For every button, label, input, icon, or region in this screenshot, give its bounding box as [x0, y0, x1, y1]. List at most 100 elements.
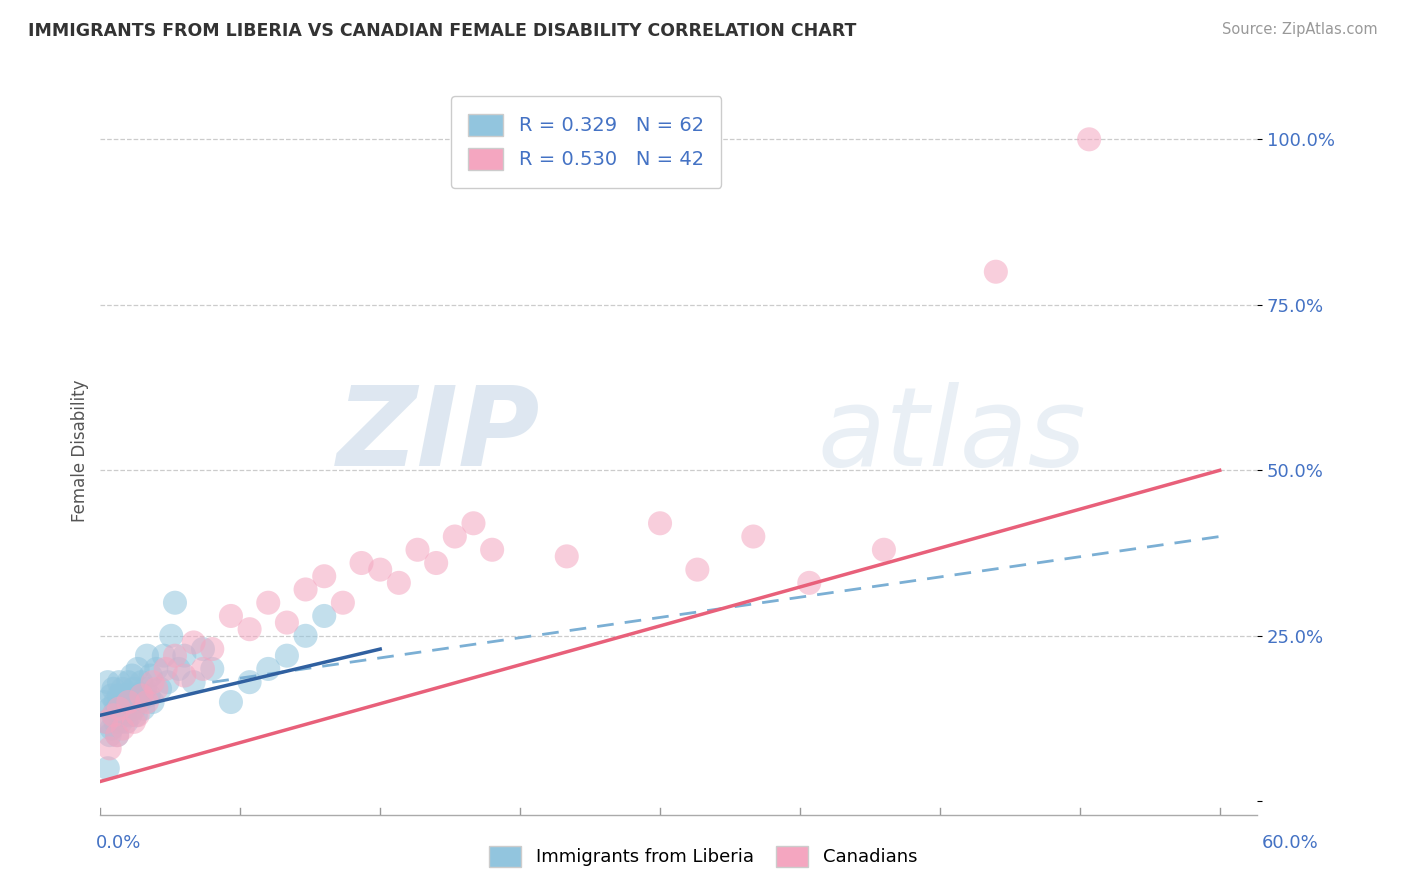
Point — [127, 689, 149, 703]
Point — [110, 714, 132, 729]
Point — [131, 689, 153, 703]
Point — [219, 609, 242, 624]
Point — [127, 662, 149, 676]
Point — [97, 675, 120, 690]
Point — [131, 675, 153, 690]
Point — [120, 689, 142, 703]
Text: ZIP: ZIP — [336, 383, 540, 490]
Point — [117, 675, 139, 690]
Point — [152, 648, 174, 663]
Point — [98, 728, 121, 742]
Point — [122, 681, 145, 696]
Point — [173, 668, 195, 682]
Y-axis label: Female Disability: Female Disability — [72, 379, 89, 522]
Point — [93, 695, 115, 709]
Point — [173, 648, 195, 663]
Point — [163, 648, 186, 663]
Point — [111, 701, 134, 715]
Point — [257, 662, 280, 676]
Point — [276, 648, 298, 663]
Point — [98, 741, 121, 756]
Point — [350, 556, 373, 570]
Point — [314, 609, 336, 624]
Point — [97, 761, 120, 775]
Point — [149, 681, 172, 696]
Point — [103, 681, 125, 696]
Point — [100, 689, 122, 703]
Text: Source: ZipAtlas.com: Source: ZipAtlas.com — [1222, 22, 1378, 37]
Point — [111, 722, 134, 736]
Point — [145, 681, 167, 696]
Point — [136, 648, 159, 663]
Point — [481, 542, 503, 557]
Point — [873, 542, 896, 557]
Point — [142, 675, 165, 690]
Point — [191, 662, 214, 676]
Point — [443, 529, 465, 543]
Point — [108, 689, 131, 703]
Point — [103, 708, 125, 723]
Point — [463, 516, 485, 531]
Point — [276, 615, 298, 630]
Point — [167, 662, 190, 676]
Point — [191, 642, 214, 657]
Point — [425, 556, 447, 570]
Point — [294, 582, 316, 597]
Point — [160, 629, 183, 643]
Point — [155, 662, 177, 676]
Point — [117, 695, 139, 709]
Point — [94, 714, 117, 729]
Point — [104, 714, 127, 729]
Point — [125, 708, 148, 723]
Point — [742, 529, 765, 543]
Point — [1078, 132, 1101, 146]
Point — [117, 701, 139, 715]
Point — [314, 569, 336, 583]
Point — [239, 675, 262, 690]
Point — [984, 265, 1007, 279]
Point — [111, 681, 134, 696]
Point — [648, 516, 671, 531]
Text: IMMIGRANTS FROM LIBERIA VS CANADIAN FEMALE DISABILITY CORRELATION CHART: IMMIGRANTS FROM LIBERIA VS CANADIAN FEMA… — [28, 22, 856, 40]
Point — [105, 728, 128, 742]
Legend: R = 0.329   N = 62, R = 0.530   N = 42: R = 0.329 N = 62, R = 0.530 N = 42 — [451, 96, 721, 187]
Point — [257, 596, 280, 610]
Point — [555, 549, 578, 564]
Point — [127, 708, 149, 723]
Point — [239, 622, 262, 636]
Point — [156, 675, 179, 690]
Point — [94, 714, 117, 729]
Point — [132, 701, 155, 715]
Point — [121, 695, 143, 709]
Point — [122, 714, 145, 729]
Point — [98, 701, 121, 715]
Point — [368, 563, 391, 577]
Point — [120, 708, 142, 723]
Point — [332, 596, 354, 610]
Point — [122, 701, 145, 715]
Point — [110, 695, 132, 709]
Text: 0.0%: 0.0% — [96, 834, 141, 852]
Legend: Immigrants from Liberia, Canadians: Immigrants from Liberia, Canadians — [482, 838, 924, 874]
Point — [183, 635, 205, 649]
Point — [201, 662, 224, 676]
Point — [114, 689, 136, 703]
Point — [105, 701, 128, 715]
Point — [139, 668, 162, 682]
Point — [131, 689, 153, 703]
Point — [105, 728, 128, 742]
Point — [103, 708, 125, 723]
Point — [108, 701, 131, 715]
Point — [114, 708, 136, 723]
Point — [145, 662, 167, 676]
Point — [799, 575, 821, 590]
Text: atlas: atlas — [817, 383, 1085, 490]
Text: 60.0%: 60.0% — [1263, 834, 1319, 852]
Point — [138, 689, 160, 703]
Point — [686, 563, 709, 577]
Point — [134, 681, 156, 696]
Point — [406, 542, 429, 557]
Point — [163, 596, 186, 610]
Point — [294, 629, 316, 643]
Point — [201, 642, 224, 657]
